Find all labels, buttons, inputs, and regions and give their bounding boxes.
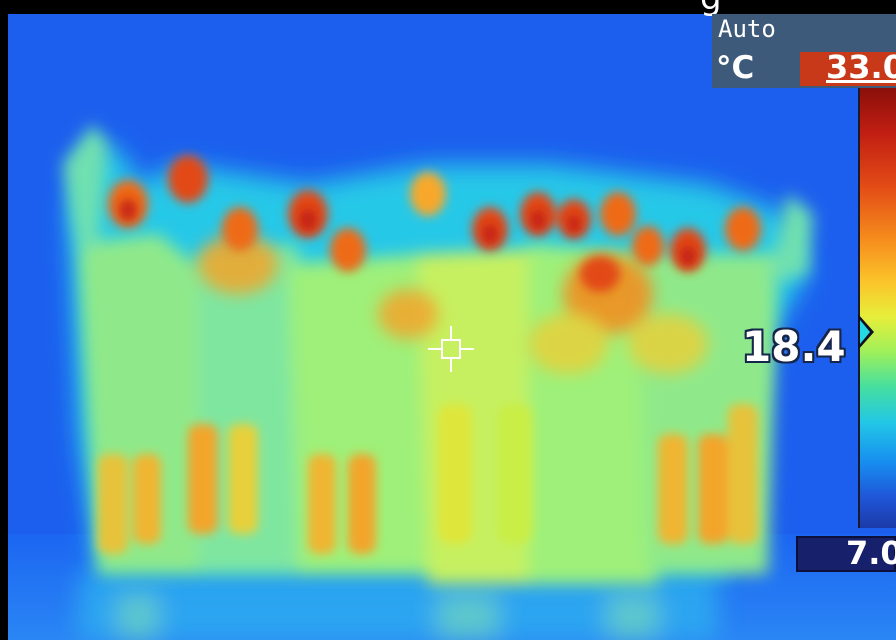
spot-crosshair-icon — [428, 326, 474, 372]
temperature-unit-label[interactable]: °C — [716, 50, 755, 86]
color-scale-bar — [858, 88, 896, 528]
range-mode-label[interactable]: Auto — [718, 15, 776, 43]
scale-max-box — [800, 52, 896, 86]
scale-pointer-fill — [860, 320, 870, 344]
scale-max-value: 33.0 — [826, 48, 896, 86]
scale-min-box — [796, 536, 896, 572]
top-caption-fragment: g — [700, 0, 722, 18]
scale-min-value: 7.0 — [846, 534, 896, 572]
spot-temperature-readout: 18.4 — [742, 322, 846, 371]
